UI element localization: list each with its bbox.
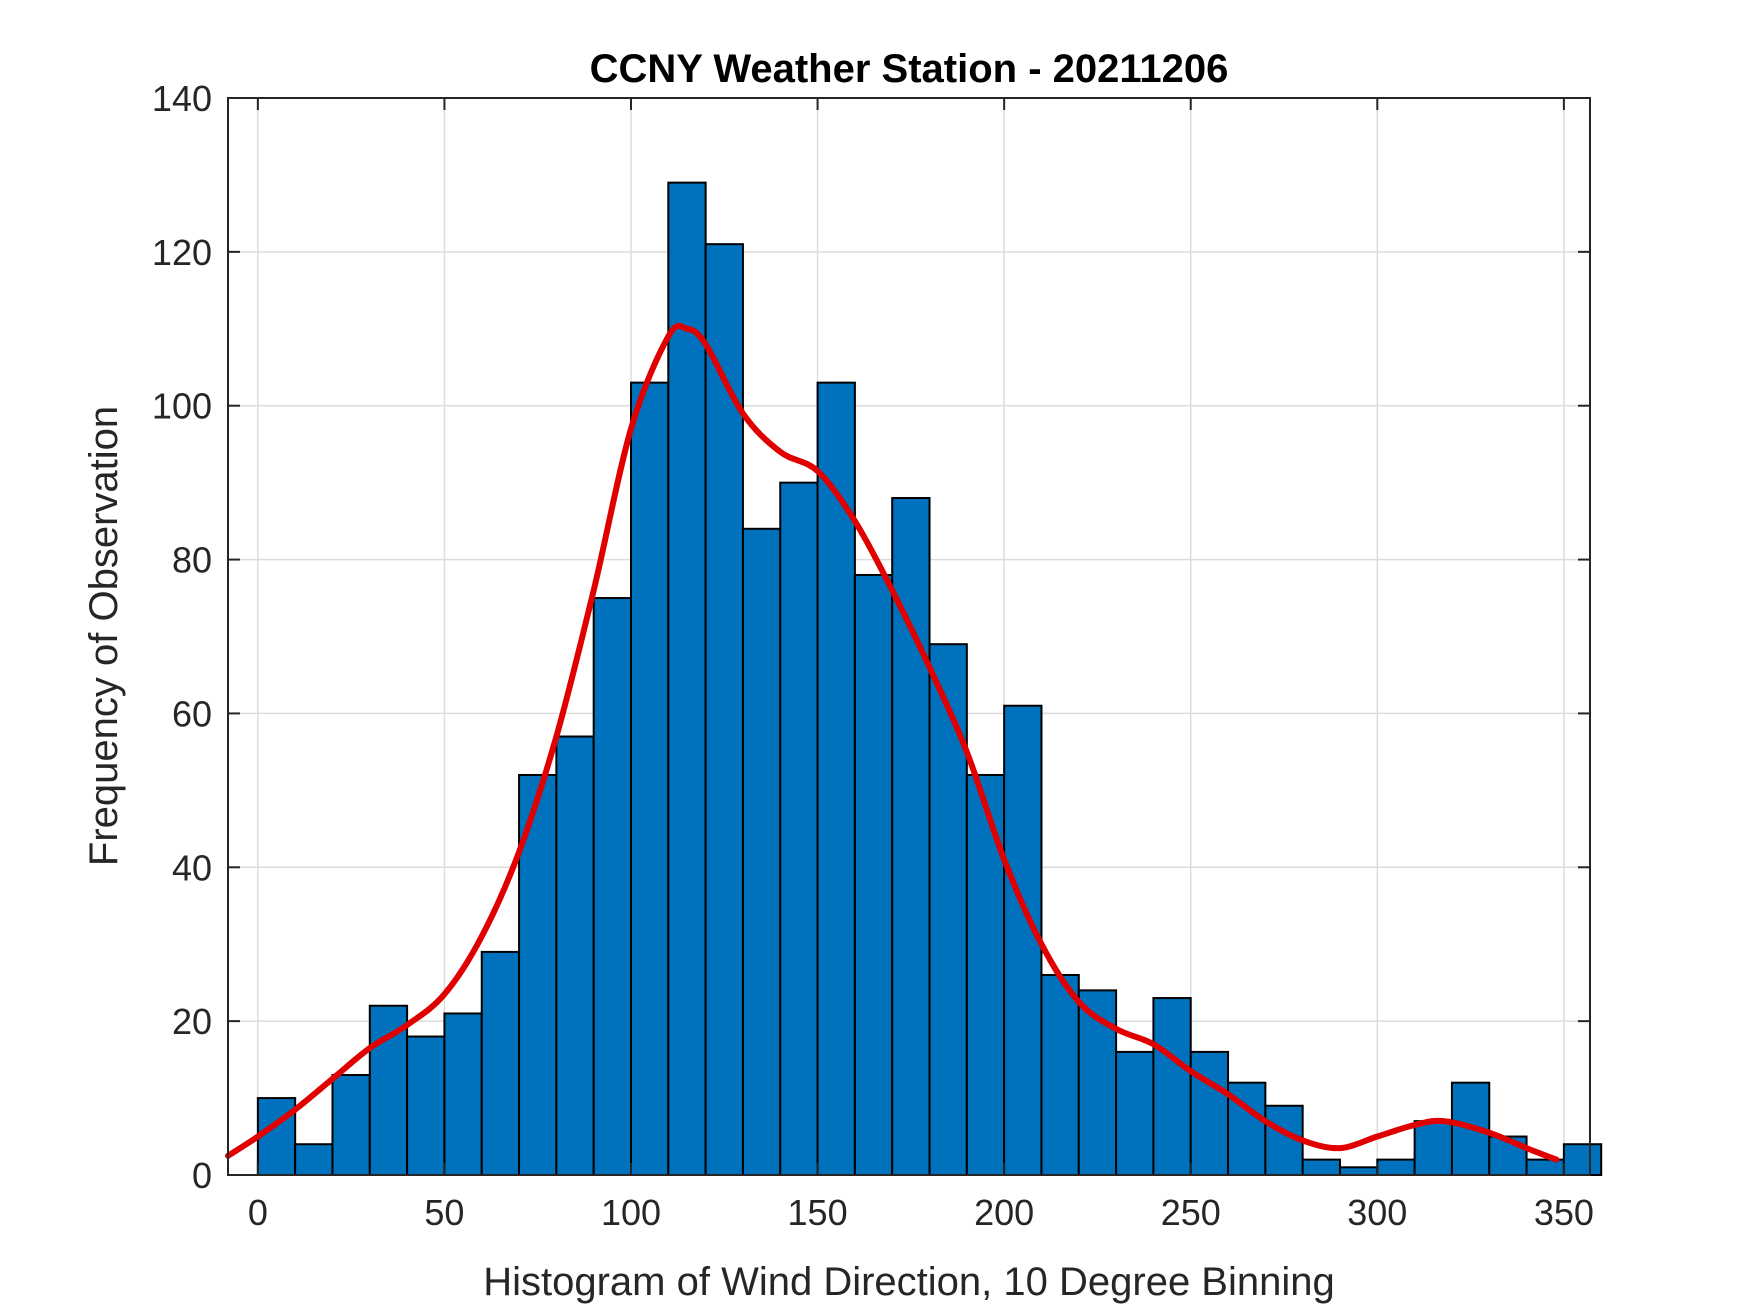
histogram-bar: [331, 1073, 371, 1176]
y-axis-label: Frequency of Observation: [82, 406, 126, 866]
y-tick-label: 140: [152, 78, 212, 119]
x-tick-label: 300: [1347, 1192, 1407, 1233]
x-tick-label: 150: [788, 1192, 848, 1233]
histogram-bar: [630, 381, 670, 1176]
histogram-bar: [1115, 1050, 1155, 1177]
histogram-bar: [294, 1143, 334, 1176]
histogram-bar: [1152, 997, 1192, 1176]
fit-curve: [225, 322, 1560, 1163]
histogram-bar: [1040, 973, 1080, 1176]
x-tick-label: 250: [1161, 1192, 1221, 1233]
histogram-bar: [928, 643, 968, 1176]
x-tick-label: 100: [601, 1192, 661, 1233]
histogram-bar: [816, 381, 856, 1176]
chart-title: CCNY Weather Station - 20211206: [590, 47, 1229, 91]
histogram-bar: [779, 481, 819, 1176]
histogram-bar: [1003, 704, 1043, 1176]
histogram-bar: [853, 573, 894, 1176]
histogram-bar: [480, 950, 521, 1177]
x-tick-label: 50: [424, 1192, 464, 1233]
x-axis-label: Histogram of Wind Direction, 10 Degree B…: [483, 1260, 1335, 1304]
y-tick-label: 100: [152, 386, 212, 427]
histogram-bar: [1376, 1158, 1416, 1176]
y-tick-label: 40: [172, 847, 212, 888]
axis-ticks: [228, 97, 1590, 1176]
histogram-bar: [443, 1012, 483, 1177]
histogram-bar: [667, 181, 707, 1177]
y-tick-label: 60: [172, 693, 212, 734]
histogram-bar: [965, 773, 1006, 1176]
x-tick-label: 0: [248, 1192, 268, 1233]
y-tick-label: 80: [172, 540, 212, 581]
x-tick-label: 200: [974, 1192, 1034, 1233]
histogram-bar: [555, 735, 595, 1176]
histogram-bar: [741, 527, 782, 1176]
y-tick-label: 0: [192, 1155, 212, 1196]
x-tick-label: 350: [1534, 1192, 1594, 1233]
histogram-bars: [256, 181, 1603, 1177]
histogram-bar: [1338, 1166, 1379, 1176]
histogram-bar: [1301, 1158, 1341, 1176]
histogram-bar: [891, 497, 931, 1176]
histogram-bar: [1413, 1120, 1453, 1177]
y-tick-label: 120: [152, 232, 212, 273]
y-tick-label: 20: [172, 1001, 212, 1042]
histogram-bar: [592, 597, 633, 1176]
axes-box: [227, 97, 1591, 1176]
histogram-bar: [1562, 1143, 1603, 1176]
histogram-bar: [256, 1097, 297, 1176]
histogram-bar: [1189, 1050, 1230, 1177]
histogram-bar: [406, 1035, 446, 1176]
